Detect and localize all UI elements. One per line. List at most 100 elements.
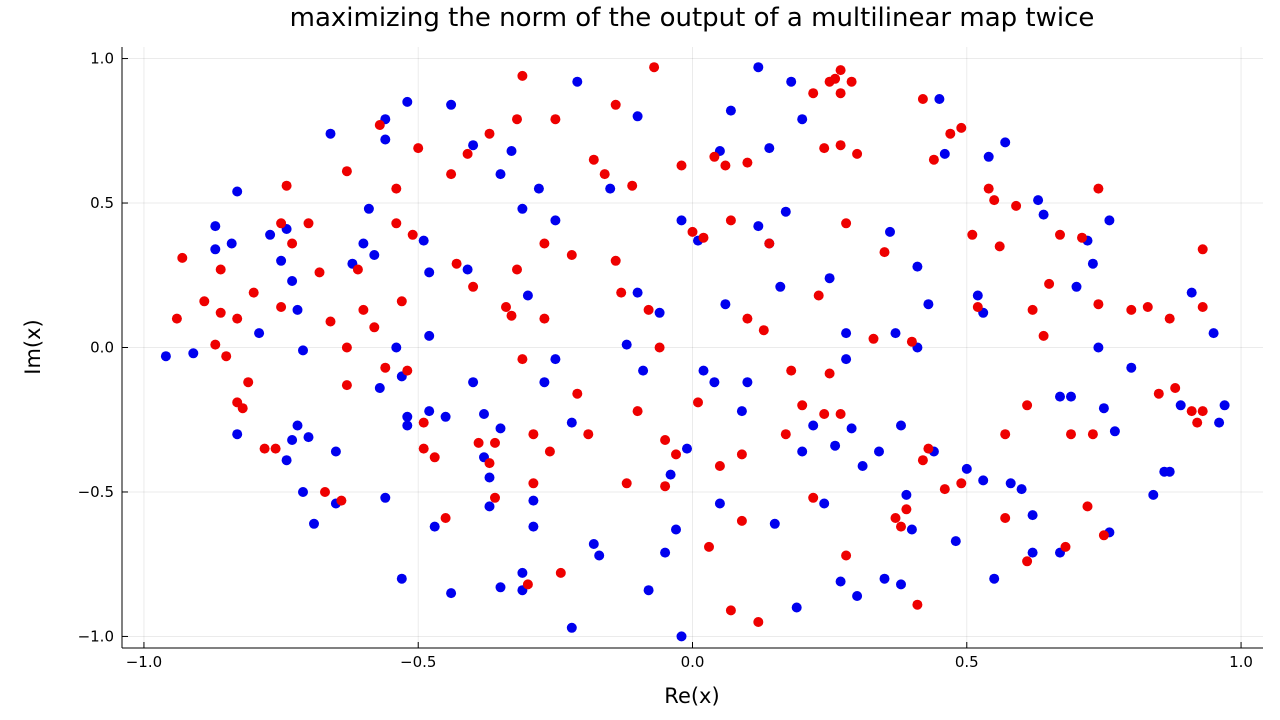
scatter-point-series-2 [824,368,835,379]
scatter-point-series-2 [588,154,599,165]
scatter-point-series-2 [512,264,522,275]
scatter-point-series-2 [539,313,550,324]
scatter-point-series-2 [232,313,243,324]
scatter-point-series-2 [1022,400,1033,411]
scatter-point-series-2 [1192,417,1203,428]
scatter-point-series-2 [1000,513,1011,523]
chart-title: maximizing the norm of the output of a m… [290,3,1095,33]
scatter-point-series-1 [506,146,517,156]
scatter-point-series-1 [1219,400,1230,411]
scatter-point-series-2 [281,180,292,191]
scatter-point-series-1 [769,518,780,529]
scatter-point-series-1 [495,423,506,434]
scatter-point-series-2 [835,65,846,76]
scatter-point-series-1 [841,354,852,365]
scatter-point-series-2 [484,128,495,139]
scatter-point-series-2 [566,250,577,260]
scatter-point-series-2 [391,218,402,229]
scatter-point-series-2 [643,304,654,315]
y-tick-label: 0.0 [90,339,114,357]
scatter-point-series-1 [1175,400,1186,411]
scatter-point-series-2 [1093,183,1104,194]
scatter-point-series-2 [599,169,610,180]
scatter-point-series-2 [517,70,528,81]
scatter-point-series-2 [813,290,824,301]
scatter-point-series-1 [1214,417,1225,428]
scatter-point-series-1 [819,498,830,509]
scatter-point-series-1 [495,582,506,593]
scatter-point-series-2 [956,478,967,489]
scatter-point-series-1 [424,406,435,417]
scatter-point-series-1 [720,299,731,310]
scatter-point-series-2 [1044,278,1055,289]
scatter-point-series-1 [303,432,314,443]
scatter-point-series-1 [1164,466,1175,477]
scatter-point-series-1 [446,588,457,599]
scatter-point-series-2 [1098,530,1109,541]
axes [121,47,1263,649]
scatter-point-series-2 [1077,232,1087,243]
scatter-point-series-2 [1170,383,1181,393]
scatter-point-series-1 [736,406,747,417]
scatter-point-series-1 [528,521,539,532]
scatter-point-series-1 [254,328,265,339]
scatter-point-series-2 [572,388,583,399]
scatter-point-series-1 [857,461,868,471]
scatter-point-series-2 [917,455,928,466]
scatter-point-series-1 [468,140,479,151]
scatter-point-series-2 [736,449,747,460]
scatter-point-series-1 [879,573,890,584]
scatter-point-series-2 [610,99,621,110]
scatter-point-series-2 [786,365,797,376]
scatter-point-series-2 [660,435,671,445]
scatter-point-series-2 [709,151,720,162]
scatter-point-series-1 [533,183,544,194]
scatter-point-series-2 [358,304,369,315]
scatter-point-series-1 [725,105,736,116]
scatter-point-series-1 [210,221,221,232]
scatter-point-series-1 [188,348,199,359]
scatter-point-series-2 [1153,388,1164,399]
scatter-point-series-2 [649,62,660,73]
scatter-point-series-2 [868,333,879,344]
scatter-point-series-1 [1005,478,1016,489]
scatter-point-series-1 [418,235,429,246]
scatter-point-series-1 [309,518,319,529]
scatter-point-series-2 [654,342,665,353]
scatter-point-series-2 [413,143,424,154]
scatter-point-series-2 [336,495,347,506]
x-tick-label: −0.5 [400,653,436,671]
scatter-point-series-1 [753,62,764,73]
scatter-point-series-1 [588,539,599,549]
scatter-point-series-1 [660,547,671,558]
scatter-point-series-2 [490,492,500,503]
scatter-point-series-1 [1038,209,1049,220]
scatter-point-series-1 [232,186,243,197]
scatter-point-series-2 [550,114,561,125]
scatter-point-series-2 [1060,541,1071,552]
y-axis-label: Im(x) [21,319,45,374]
scatter-point-series-2 [341,380,352,391]
scatter-point-series-2 [462,148,473,159]
scatter-point-series-2 [320,487,330,497]
scatter-point-series-2 [846,76,857,87]
x-tick-label: 0.5 [955,653,979,671]
scatter-point-series-2 [1082,501,1093,512]
scatter-point-series-2 [923,443,934,454]
scatter-point-series-2 [1011,200,1022,211]
scatter-point-series-2 [808,492,819,503]
scatter-point-series-1 [742,377,753,388]
scatter-point-series-1 [380,492,391,503]
scatter-point-series-2 [314,267,325,278]
scatter-point-series-2 [1087,429,1098,440]
scatter-point-series-2 [506,310,517,321]
scatter-point-series-2 [797,400,808,411]
scatter-point-series-2 [1186,406,1197,417]
scatter-point-series-2 [627,180,638,191]
scatter-point-series-1 [484,501,495,512]
scatter-point-series-1 [572,76,583,87]
scatter-point-series-2 [396,296,407,307]
scatter-point-series-1 [226,238,237,249]
scatter-point-series-1 [1033,195,1044,206]
scatter-point-series-2 [758,325,769,336]
